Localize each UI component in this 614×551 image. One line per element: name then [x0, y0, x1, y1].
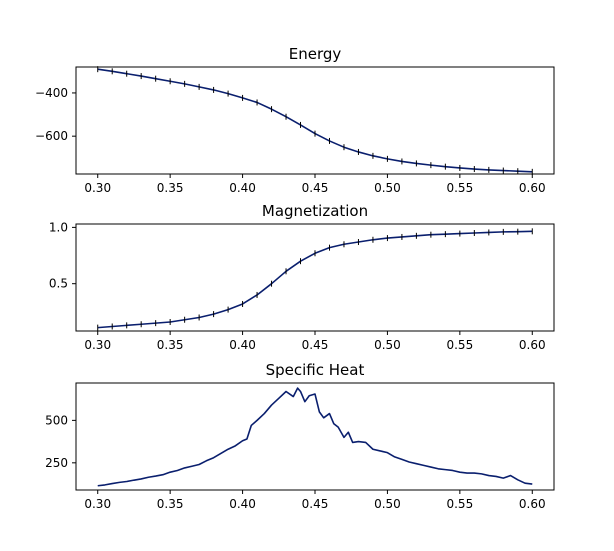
magnetization-x-tick-label: 0.50 [374, 338, 401, 352]
magnetization-x-tick-label: 0.55 [446, 338, 473, 352]
energy-x-tick-label: 0.45 [302, 181, 329, 195]
energy-x-tick-label: 0.35 [157, 181, 184, 195]
magnetization-x-tick-label: 0.45 [302, 338, 329, 352]
magnetization-axes-frame [75, 223, 555, 332]
energy-title: Energy [289, 45, 342, 63]
energy-axes-frame [75, 66, 555, 175]
energy-y-tick-label: −400 [35, 86, 68, 100]
magnetization-y-tick-label: 1.0 [49, 220, 68, 234]
energy-x-tick-label: 0.55 [446, 181, 473, 195]
specific-heat-panel: Specific Heat 0.30 0.35 0.40 0.45 0.50 0.55 0.6… [45, 361, 555, 511]
specific-heat-x-tick-label: 0.30 [84, 497, 111, 511]
magnetization-x-tick-label: 0.60 [519, 338, 546, 352]
magnetization-panel: Magnetization 0.30 0.35 0.40 0.45 0.50 0.55 0.6… [49, 202, 555, 352]
specific-heat-series-line [97, 387, 533, 487]
specific-heat-y-tick-label: 250 [45, 456, 68, 470]
specific-heat-x-tick-label: 0.45 [302, 497, 329, 511]
specific-heat-x-tick-label: 0.35 [157, 497, 184, 511]
energy-series-line [97, 68, 533, 173]
specific-heat-x-tick-label: 0.40 [229, 497, 256, 511]
specific-heat-x-tick-label: 0.55 [446, 497, 473, 511]
magnetization-series-line [97, 230, 533, 329]
specific-heat-y-tick-label: 500 [45, 413, 68, 427]
magnetization-y-tick-label: 0.5 [49, 277, 68, 291]
specific-heat-x-tick-label: 0.50 [374, 497, 401, 511]
energy-x-tick-label: 0.40 [229, 181, 256, 195]
energy-x-tick-label: 0.50 [374, 181, 401, 195]
magnetization-x-tick-label: 0.40 [229, 338, 256, 352]
magnetization-x-tick-label: 0.35 [157, 338, 184, 352]
energy-y-tick-label: −600 [35, 129, 68, 143]
energy-panel: Energy 0.30 0.35 0.40 0.45 0.50 0.55 0.60 −400 −6… [35, 45, 555, 195]
specific-heat-title: Specific Heat [266, 361, 365, 379]
magnetization-x-tick-label: 0.30 [84, 338, 111, 352]
energy-x-tick-label: 0.60 [519, 181, 546, 195]
magnetization-title: Magnetization [262, 202, 368, 220]
specific-heat-x-tick-label: 0.60 [519, 497, 546, 511]
energy-x-tick-label: 0.30 [84, 181, 111, 195]
